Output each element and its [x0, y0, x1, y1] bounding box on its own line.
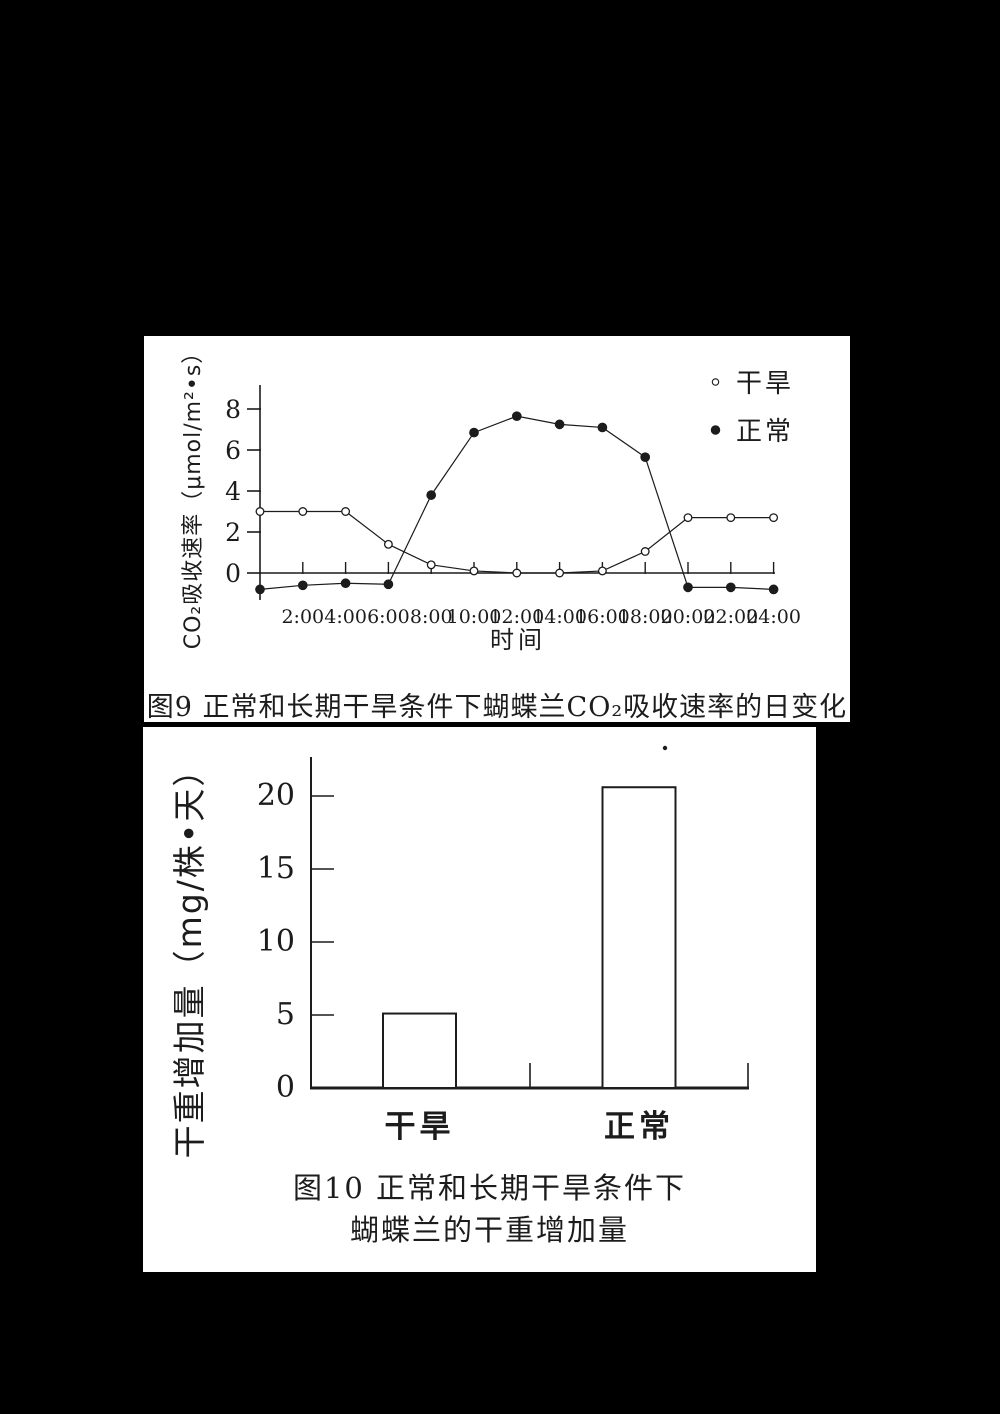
fig9-y-tick-label: 4 [225, 477, 241, 506]
figure10-caption: 图10 正常和长期干旱条件下 蝴蝶兰的干重增加量 [143, 1167, 816, 1251]
fig9-point-drought [555, 568, 565, 578]
figure9-caption: 图9 正常和长期干旱条件下蝴蝶兰CO₂吸收速率的日变化 [146, 692, 848, 723]
fig10-bars [382, 786, 677, 1090]
fig9-y-tick-label: 2 [225, 518, 241, 547]
fig10-y-tick-label: 5 [276, 997, 295, 1032]
figure10-panel: 0 5 10 15 20 干旱 正常 干重增加量（mg/株•天） 图10 正常和长期干旱条件下… [143, 727, 816, 1272]
fig9-point-drought [683, 513, 693, 523]
fig9-x-tick-label: 2:00 [281, 606, 324, 628]
fig9-point-normal [255, 584, 265, 595]
filled-circle-marker-icon [710, 425, 721, 435]
fig9-point-drought [255, 507, 265, 516]
fig9-point-normal [768, 584, 779, 595]
fig10-y-axis-title: 干重增加量（mg/株•天） [170, 752, 209, 1159]
fig10-y-tick-label: 10 [257, 924, 295, 959]
fig9-point-drought [640, 547, 650, 556]
fig9-point-drought [298, 507, 308, 516]
fig10-y-tick-label: 20 [257, 778, 295, 813]
fig9-point-normal [426, 490, 437, 500]
fig9-x-tick-label: 20:00 [661, 606, 716, 628]
fig9-point-drought [469, 566, 479, 576]
fig9-y-ticks: 0 2 4 6 8 [225, 395, 261, 588]
fig9-legend-item-normal: 正常 [710, 417, 794, 447]
fig10-bar-normal [601, 786, 677, 1090]
open-circle-marker-icon [711, 378, 720, 386]
fig9-x-tick-label: 8:00 [410, 606, 453, 628]
fig9-legend-label: 干旱 [736, 369, 794, 399]
fig9-point-drought [426, 560, 436, 570]
fig9-x-tick-label: 12:00 [489, 606, 544, 628]
fig9-x-tick-label: 10:00 [447, 606, 502, 628]
fig10-y-tick-label: 0 [276, 1070, 295, 1105]
fig9-x-tick-label: 18:00 [618, 606, 673, 628]
fig9-series-normal [255, 411, 779, 595]
fig10-bar-drought [382, 1012, 457, 1090]
fig9-legend-item-drought: 干旱 [711, 369, 794, 399]
stray-dot-artifact [662, 745, 668, 751]
fig9-x-ticks: 2:00 4:00 6:00 8:0010:0012:0014:0016:0018:0… [281, 562, 801, 628]
fig9-x-tick-label: 16:00 [575, 606, 630, 628]
fig9-series-drought [255, 507, 779, 578]
fig9-point-normal [469, 427, 479, 438]
fig9-point-drought [769, 513, 779, 523]
figure10-caption-line1: 图10 正常和长期干旱条件下 [292, 1171, 687, 1205]
figure9-line-chart: 0 2 4 6 8 2:00 4:00 6:00 8:0010:0012:0014:0016:0… [181, 341, 801, 654]
fig9-point-normal [554, 419, 565, 430]
figure9-panel: 0 2 4 6 8 2:00 4:00 6:00 8:00 10:00 12:00 14:00 16:0… [144, 336, 850, 723]
fig9-x-tick-label: 14:00 [532, 606, 587, 628]
fig9-x-tick-label: 6:00 [367, 606, 410, 628]
fig10-category-label-normal: 正常 [604, 1109, 674, 1145]
fig9-point-drought [597, 566, 607, 576]
fig9-point-drought [383, 539, 393, 549]
fig9-x-tick-label: 4:00 [324, 606, 367, 628]
fig9-legend-label: 正常 [736, 417, 794, 447]
fig10-y-tick-label: 15 [257, 851, 295, 886]
fig9-point-drought [512, 568, 522, 578]
fig9-y-tick-label: 8 [225, 395, 241, 424]
fig9-point-normal [383, 579, 394, 590]
fig10-axes [310, 757, 749, 1090]
fig10-category-labels: 干旱 正常 [385, 1109, 674, 1145]
fig9-x-tick-label: 22:00 [703, 606, 758, 628]
fig9-point-drought [341, 507, 351, 516]
figure10-caption-line2: 蝴蝶兰的干重增加量 [349, 1213, 629, 1247]
fig9-point-normal [640, 452, 651, 463]
fig9-y-tick-label: 0 [225, 559, 241, 588]
fig9-point-normal [340, 578, 351, 589]
fig10-y-ticks: 0 5 10 15 20 [257, 778, 334, 1105]
fig9-point-normal [683, 582, 693, 593]
fig9-y-tick-label: 6 [225, 436, 241, 465]
fig9-point-normal [725, 582, 736, 593]
fig9-point-drought [726, 513, 736, 523]
fig9-point-normal [511, 411, 522, 422]
fig9-x-tick-label: 24:00 [746, 606, 801, 628]
fig9-x-axis-title: 时间 [490, 626, 546, 654]
fig9-y-axis-title: CO₂吸收速率（μmol/m²•s） [181, 341, 206, 650]
fig9-point-normal [597, 422, 608, 433]
fig9-point-normal [297, 580, 308, 591]
figure10-bar-chart: 0 5 10 15 20 干旱 正常 干重增加量（mg/株•天） [170, 745, 749, 1159]
fig10-category-label-drought: 干旱 [385, 1109, 455, 1145]
